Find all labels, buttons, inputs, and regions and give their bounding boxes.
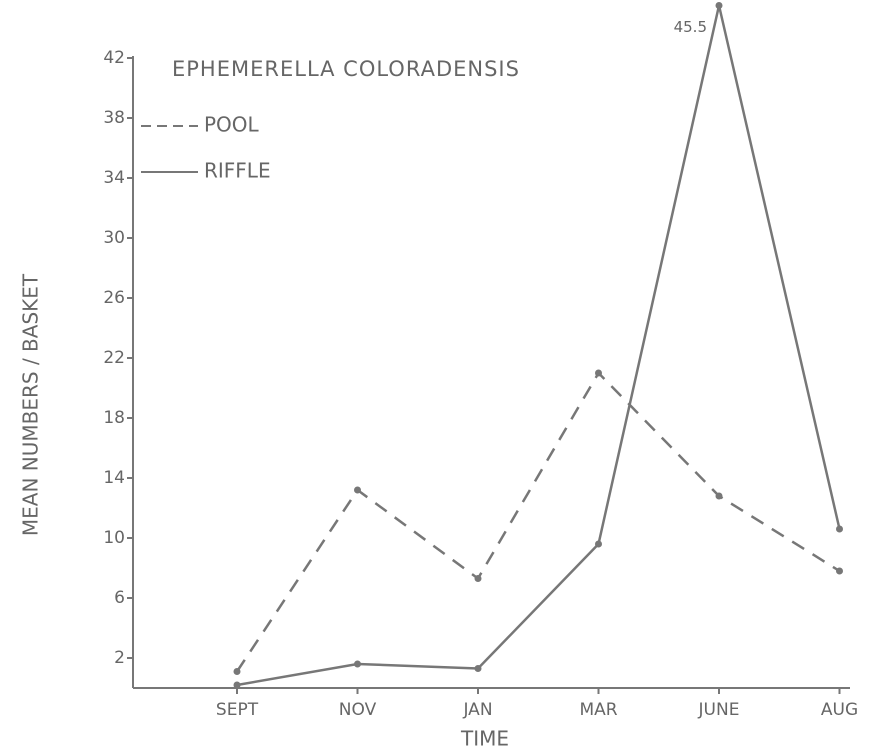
data-point (715, 492, 723, 500)
chart-title: EPHEMERELLA COLORADENSIS (172, 57, 520, 81)
y-tick-label: 30 (103, 228, 125, 248)
x-tick-label: JAN (462, 700, 492, 720)
data-point (233, 681, 241, 689)
data-point (474, 665, 482, 672)
series-line (235, 370, 841, 673)
x-tick-label: AUG (821, 700, 858, 720)
data-point (595, 369, 602, 377)
data-point (354, 486, 361, 494)
y-tick-label: 10 (103, 528, 125, 548)
y-tick-label: 26 (103, 288, 125, 308)
x-tick-label: MAR (579, 700, 617, 720)
y-tick-label: 38 (103, 108, 125, 128)
x-tick-label: SEPT (216, 700, 259, 720)
y-tick-label: 2 (114, 648, 125, 668)
y-tick-label: 6 (114, 588, 125, 608)
legend-label: RIFFLE (204, 159, 271, 183)
legend-label: POOL (204, 113, 260, 137)
data-point (474, 575, 482, 582)
x-tick-label: JUNE (698, 700, 740, 720)
data-label: 45.5 (674, 18, 707, 36)
data-point (354, 660, 361, 668)
y-tick-label: 18 (103, 408, 125, 428)
y-tick-label: 14 (103, 468, 125, 488)
y-tick-label: 34 (103, 168, 125, 188)
data-point (836, 525, 843, 533)
y-tick-label: 42 (103, 48, 125, 68)
series-line (236, 5, 841, 687)
data-point (836, 567, 843, 575)
x-tick-label: NOV (339, 700, 377, 720)
data-point (715, 2, 723, 9)
data-point (595, 540, 602, 548)
y-tick-label: 22 (103, 348, 125, 368)
x-axis-label: TIME (460, 727, 509, 751)
data-point (233, 668, 241, 675)
y-axis-label: MEAN NUMBERS / BASKET (19, 273, 43, 536)
